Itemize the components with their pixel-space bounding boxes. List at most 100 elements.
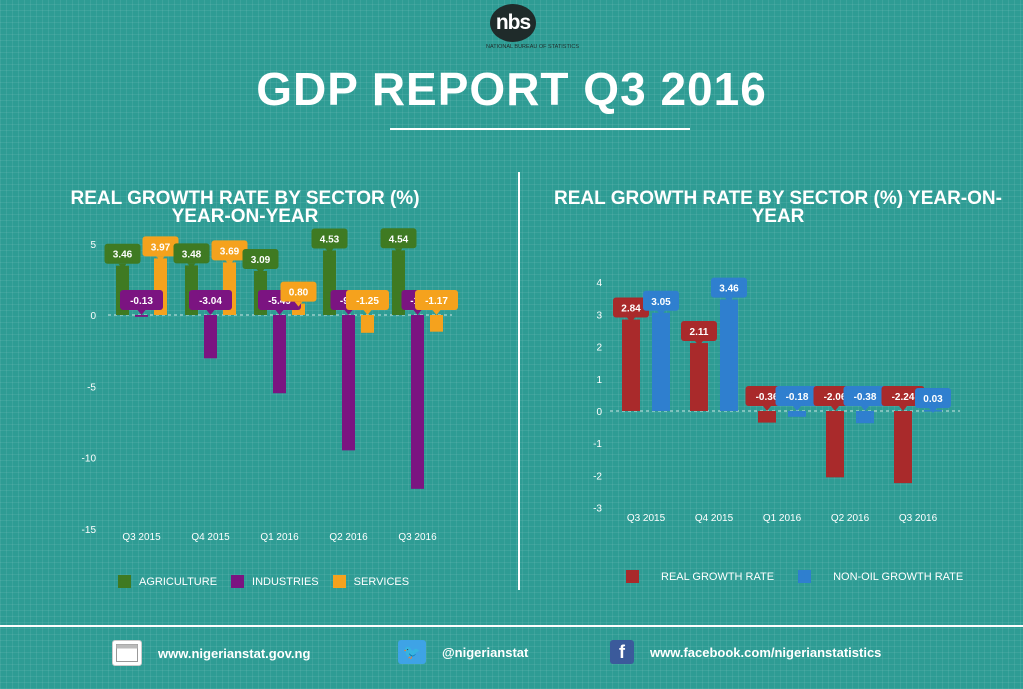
left-chart-data-label-pointer [363,310,372,315]
left-chart-data-label-box [380,228,417,249]
right-chart-bar-real-growth-rate [758,411,776,423]
left-chart-data-label-pointer [206,310,215,315]
left-chart-data-label-pointer [344,310,353,315]
right-chart-data-label: -0.18 [775,386,819,411]
right-chart-bar-non-oil-growth-rate [856,411,874,424]
twitter-bird-icon: 🐦 [398,640,426,664]
left-chart-y-tick: -10 [82,454,97,465]
legend-item-real-growth: REAL GROWTH RATE [626,570,774,583]
chart-divider [518,172,520,590]
right-chart-data-label-box [843,386,887,406]
right-chart-data-label-box [881,386,925,406]
left-chart-data-label: -0.13 [120,290,163,315]
left-chart-data-label-pointer [325,248,334,254]
right-chart-data-label-pointer [763,406,771,411]
footer-website[interactable]: www.nigerianstat.gov.ng [112,640,310,666]
right-chart-y-tick: 4 [596,278,602,289]
footer-website-link[interactable]: www.nigerianstat.gov.ng [158,645,311,661]
right-chart-category-label: Q1 2016 [763,513,802,524]
browser-window-icon-svg [116,644,138,662]
footer-facebook[interactable]: f www.facebook.com/nigerianstatistics [610,640,881,664]
right-chart-y-tick: -3 [593,504,602,515]
left-chart-data-label-text: 3.48 [182,249,202,260]
right-chart-data-label-pointer [695,341,703,347]
right-chart-data-label-box [775,386,819,406]
right-chart-bar-real-growth-rate [690,343,708,411]
footer-facebook-link[interactable]: www.facebook.com/nigerianstatistics [650,644,882,660]
right-chart-data-label: 2.84 [613,297,649,323]
right-chart-y-tick: 1 [596,375,602,386]
left-chart-data-label-box [104,243,141,264]
footer-twitter-handle[interactable]: @nigerianstat [442,644,529,660]
left-chart-y-tick: 0 [90,311,96,322]
left-chart-data-label-box [189,290,232,310]
left-chart-data-label-text: 3.46 [113,250,133,261]
footer-divider [0,625,1023,627]
left-chart-data-label-box [211,240,248,261]
left-chart-legend: AGRICULTURE INDUSTRIES SERVICES [118,575,423,588]
right-chart-data-label-text: -2.06 [824,392,847,403]
left-chart-data-label-text: -0.13 [130,296,153,307]
right-chart-data-label-box [643,290,679,311]
legend-item-agriculture: AGRICULTURE [118,575,217,588]
left-chart-y-tick: -5 [87,382,96,393]
left-chart-data-label-text: -5.49 [268,296,291,307]
left-chart-data-label: 0.80 [280,281,317,307]
right-chart-data-label-pointer [657,310,665,316]
right-chart-bar-real-growth-rate [894,411,912,484]
right-chart-y-tick: 3 [596,310,602,321]
footer-twitter[interactable]: 🐦 @nigerianstat [398,640,528,664]
left-chart-data-label-text: 0.80 [289,288,309,299]
footer: www.nigerianstat.gov.ng 🐦 @nigerianstat … [0,640,1023,670]
left-chart-data-label-pointer [137,310,146,315]
right-chart-data-label-text: -2.24 [892,392,915,403]
left-chart-data-label-pointer [187,263,196,269]
left-chart-bar-services [430,315,443,332]
legend-swatch-real-growth [626,570,639,583]
right-chart-category-label: Q2 2016 [831,513,870,524]
left-chart-data-label: 4.54 [380,228,417,254]
nbs-logo: nbs NATIONAL BUREAU OF STATISTICS [486,4,586,52]
left-chart-data-label-pointer [225,260,234,266]
right-chart-data-label: -2.24 [881,386,925,411]
left-chart-data-label-box [280,281,317,302]
right-chart-data-label-box [915,388,951,409]
left-chart-data-label-text: -3.04 [199,296,222,307]
right-chart-data-label-pointer [861,406,869,411]
right-chart-bar-real-growth-rate [826,411,844,478]
left-chart-data-label-pointer [256,268,265,274]
right-chart-data-label-box [711,277,747,298]
legend-label-agriculture: AGRICULTURE [139,575,218,588]
left-chart-data-label: -1.25 [346,290,389,315]
right-chart-data-label-text: 3.05 [651,297,671,308]
title-underline [390,128,690,130]
left-chart-category-label: Q1 2016 [260,532,299,543]
left-chart-bar-services [361,315,374,333]
right-chart-data-label: 3.46 [711,277,747,303]
left-chart-data-label-pointer [432,310,441,315]
left-chart-data-label-box [120,290,163,310]
right-chart-y-tick: 2 [596,343,602,354]
right-chart-y-tick: -1 [593,439,602,450]
left-chart-data-label-text: -1.25 [356,296,379,307]
left-chart-data-label-text: 3.69 [220,246,240,257]
right-chart-bar-non-oil-growth-rate [720,299,738,411]
right-chart-data-label-pointer [627,317,635,323]
page-title: GDP REPORT Q3 2016 [256,63,767,115]
right-chart-data-label-pointer [793,406,801,411]
right-chart-data-label-text: -0.18 [786,392,809,403]
right-chart-title: REAL GROWTH RATE BY SECTOR (%) YEAR-ON-Y… [554,188,1002,227]
legend-item-industries: INDUSTRIES [231,575,319,588]
left-chart-category-label: Q3 2016 [398,532,437,543]
legend-swatch-agriculture [118,575,131,588]
left-chart-data-label: 3.97 [142,236,179,262]
left-chart-data-label-pointer [118,263,127,269]
left-chart-data-label-pointer [394,248,403,254]
facebook-f-icon: f [610,640,634,664]
logo-mark: nbs [490,4,536,42]
left-chart-data-label-pointer [294,301,303,307]
right-chart-bar-non-oil-growth-rate [652,312,670,411]
left-chart-data-label-text: -1.17 [425,296,448,307]
left-chart-data-label-box [242,248,279,269]
right-chart-y-tick: 0 [596,407,602,418]
